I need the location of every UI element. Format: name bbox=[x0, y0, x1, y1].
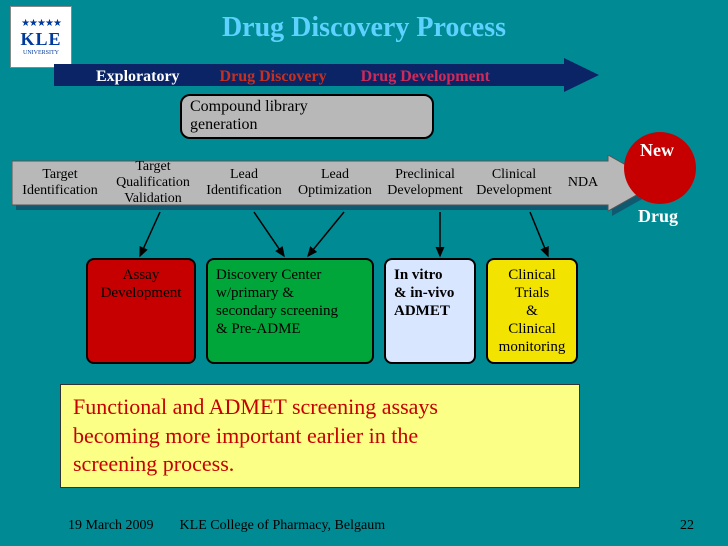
footer-date: 19 March 2009 bbox=[68, 518, 154, 534]
footer: 19 March 2009 KLE College of Pharmacy, B… bbox=[0, 518, 728, 534]
footer-page: 22 bbox=[680, 518, 694, 534]
process-box-1: Discovery Centerw/primary &secondary scr… bbox=[206, 258, 374, 364]
callout-box: Functional and ADMET screening assaysbec… bbox=[60, 384, 580, 488]
process-box-3: ClinicalTrials&Clinicalmonitoring bbox=[486, 258, 578, 364]
process-box-0: AssayDevelopment bbox=[86, 258, 196, 364]
process-box-2: In vitro& in-vivoADMET bbox=[384, 258, 476, 364]
footer-org: KLE College of Pharmacy, Belgaum bbox=[180, 518, 386, 534]
process-boxes: AssayDevelopmentDiscovery Centerw/primar… bbox=[86, 258, 578, 364]
